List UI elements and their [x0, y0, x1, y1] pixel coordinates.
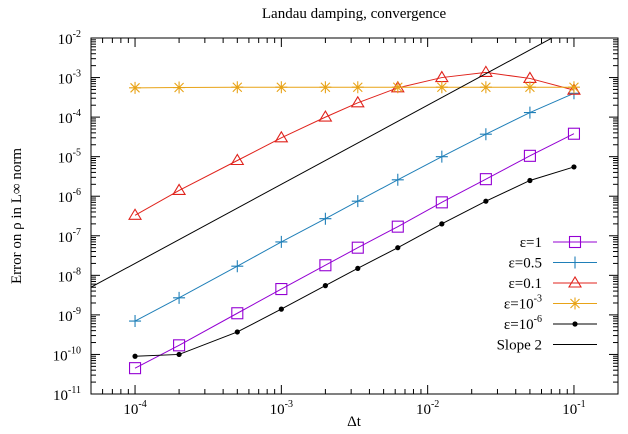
data-point: [439, 221, 445, 227]
legend-marker: [569, 256, 581, 269]
data-point: [230, 153, 245, 166]
legend-label: ε=0.1: [508, 276, 542, 292]
series-layer: [91, 38, 581, 375]
legend-marker: [568, 275, 582, 288]
series-line: [91, 38, 553, 288]
y-tick-label: 10-7: [58, 227, 81, 246]
data-point: [350, 95, 365, 108]
data-point: [571, 164, 577, 170]
data-point: [278, 306, 284, 312]
data-point: [172, 183, 187, 195]
data-point: [128, 208, 143, 220]
data-point: [275, 283, 288, 296]
data-point: [351, 195, 364, 208]
data-point: [351, 241, 364, 254]
data-point: [129, 81, 142, 94]
data-point: [395, 245, 401, 251]
data-point: [567, 127, 581, 140]
legend-label: ε=10-6: [504, 314, 542, 333]
chart-title: Landau damping, convergence: [262, 6, 447, 22]
y-tick-label: 10-6: [58, 187, 81, 206]
y-tick-label: 10-11: [53, 385, 81, 404]
y-tick-label: 10-9: [58, 306, 81, 325]
legend-marker: [569, 297, 581, 310]
legend-marker: [568, 235, 582, 249]
data-point: [231, 307, 244, 320]
data-point: [274, 130, 289, 143]
y-tick-label: 10-2: [58, 29, 81, 48]
y-tick-label: 10-8: [58, 266, 81, 285]
data-point: [173, 339, 186, 352]
data-point: [435, 81, 448, 94]
data-point: [322, 283, 328, 289]
legend-label: ε=10-3: [504, 294, 542, 313]
data-point: [479, 81, 492, 94]
x-tick-label: 10-1: [562, 399, 585, 418]
data-point: [527, 177, 533, 184]
data-point: [275, 235, 288, 248]
data-point: [391, 81, 404, 94]
data-point: [483, 198, 489, 204]
series-4: [132, 164, 577, 359]
legend-label: ε=1: [520, 235, 542, 251]
data-point: [173, 81, 186, 94]
plot-frame: [90, 37, 619, 395]
data-point: [435, 150, 448, 163]
data-point: [435, 196, 448, 209]
data-point: [319, 212, 332, 225]
legend-label: ε=0.5: [508, 256, 542, 272]
data-point: [523, 149, 536, 162]
y-tick-label: 10-10: [53, 345, 81, 364]
data-point: [434, 70, 449, 83]
y-tick-label: 10-4: [58, 108, 81, 127]
data-point: [231, 260, 244, 273]
series-1: [129, 87, 580, 328]
y-tick-label: 10-3: [58, 69, 81, 88]
data-point: [231, 81, 244, 94]
series-0: [128, 127, 581, 375]
data-point: [176, 351, 182, 358]
y-axis-label: Error on ρ in L∞ norm: [9, 148, 25, 284]
data-point: [523, 106, 536, 119]
data-point: [234, 329, 240, 335]
data-point: [478, 65, 493, 77]
data-point: [132, 353, 138, 359]
data-point: [173, 291, 186, 304]
legend-label: Slope 2: [497, 338, 542, 354]
data-point: [523, 81, 536, 94]
legend-marker: [572, 321, 578, 327]
series-2: [128, 65, 581, 220]
data-point: [351, 81, 364, 94]
series-5: [91, 38, 553, 288]
y-tick-label: 10-5: [58, 148, 81, 167]
data-point: [275, 81, 288, 94]
data-point: [319, 259, 332, 272]
series-line: [134, 71, 575, 216]
x-axis-label: Δt: [347, 414, 362, 430]
data-point: [391, 173, 404, 186]
data-point: [566, 83, 581, 95]
data-point: [479, 173, 492, 186]
data-point: [128, 362, 142, 375]
legend: ε=1 ε=0.5 ε=0.1 ε=10-3ε=10-6 Slope 2: [497, 235, 597, 354]
x-tick-label: 10-4: [123, 399, 146, 418]
data-point: [479, 128, 492, 141]
series-line: [134, 133, 575, 369]
data-point: [355, 265, 361, 271]
axis-ticks: 10-11 10-10 10-9 10-8 10-7 10-6 10-5 10-4 10-3 10…: [53, 29, 618, 418]
data-point: [319, 81, 332, 94]
data-point: [318, 110, 333, 122]
x-tick-label: 10-3: [270, 399, 293, 418]
data-point: [129, 315, 142, 328]
series-3: [129, 81, 580, 94]
x-tick-label: 10-2: [416, 399, 439, 418]
data-point: [391, 220, 404, 233]
data-point: [567, 81, 580, 94]
